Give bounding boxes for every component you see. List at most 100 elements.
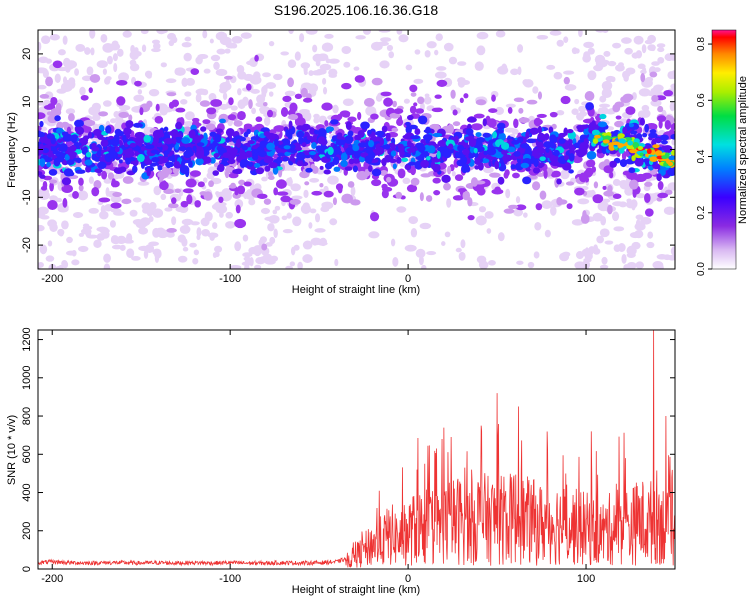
spectrogram-band-cell xyxy=(468,154,475,159)
spectrogram-background-cell xyxy=(299,108,310,114)
spectrogram-background-cell xyxy=(286,212,292,219)
spectrogram-background-cell xyxy=(444,231,451,238)
spectrogram-cell xyxy=(350,199,361,206)
spectrogram-background-cell xyxy=(148,88,160,97)
spectrogram-band-cell xyxy=(263,131,271,137)
spectrogram-band-cell xyxy=(38,171,43,176)
spectrogram-band-cell xyxy=(151,156,160,163)
spectrogram-background-cell xyxy=(311,70,324,76)
spectrogram-cell xyxy=(593,181,599,189)
spectrogram-cell xyxy=(664,119,671,130)
spectrogram-background-cell xyxy=(81,75,93,82)
spectrogram-band-cell xyxy=(75,126,85,136)
spectrogram-background-cell xyxy=(605,109,616,115)
spectrogram-cell xyxy=(467,197,473,207)
spectrogram-background-cell xyxy=(651,61,660,66)
spectrogram-cell xyxy=(159,180,169,191)
spectrogram-background-cell xyxy=(405,64,413,71)
spectrogram-y-tick-label: 0 xyxy=(21,146,33,152)
spectrogram-cell xyxy=(276,191,289,196)
spectrogram-band-cell xyxy=(157,165,163,171)
spectrogram-background-cell xyxy=(656,43,666,48)
spectrogram-background-cell xyxy=(638,88,651,97)
spectrogram-background-cell xyxy=(515,196,521,204)
spectrogram-band-cell xyxy=(50,137,56,145)
spectrogram-background-cell xyxy=(571,219,584,226)
spectrogram-band-cell xyxy=(401,157,409,162)
spectrogram-background-cell xyxy=(77,190,89,201)
spectrogram-band-cell xyxy=(313,155,321,162)
spectrogram-cell xyxy=(154,116,164,124)
spectrogram-cell xyxy=(396,118,404,126)
spectrogram-band-cell xyxy=(539,156,546,162)
spectrogram-band-cell xyxy=(496,122,506,130)
spectrogram-cell xyxy=(275,179,287,189)
spectrogram-background-cell xyxy=(190,221,200,226)
spectrogram-band-cell xyxy=(457,144,464,152)
spectrogram-band-cell xyxy=(427,141,437,147)
spectrogram-band-cell xyxy=(199,134,204,140)
spectrogram-background-cell xyxy=(327,175,339,185)
spectrogram-cell xyxy=(512,172,520,179)
snr-x-tick-label: 0 xyxy=(405,573,411,585)
spectrogram-background-cell xyxy=(38,67,48,74)
spectrogram-band-cell xyxy=(414,128,421,136)
spectrogram-background-cell xyxy=(184,36,192,42)
spectrogram-background-cell xyxy=(308,222,313,229)
spectrogram-band-cell xyxy=(263,156,274,164)
spectrogram-cell xyxy=(255,116,263,123)
spectrogram-band-cell xyxy=(330,119,339,125)
spectrogram-background-cell xyxy=(182,246,189,252)
colorbar-gradient xyxy=(711,29,737,270)
spectrogram-background-cell xyxy=(62,261,69,269)
spectrogram-background-cell xyxy=(105,187,110,197)
spectrogram-background-cell xyxy=(670,83,675,90)
spectrogram-band-cell xyxy=(122,134,127,143)
spectrogram-band-cell xyxy=(259,140,269,148)
spectrogram-background-cell xyxy=(56,88,67,94)
spectrogram-cell xyxy=(236,185,246,195)
spectrogram-band-cell xyxy=(636,133,643,140)
snr-y-tick-label: 400 xyxy=(21,483,33,501)
spectrogram-band-cell xyxy=(54,115,61,122)
spectrogram-background-cell xyxy=(635,261,644,269)
spectrogram-background-cell xyxy=(309,208,317,214)
spectrogram-band-cell xyxy=(245,150,253,158)
spectrogram-band-cell xyxy=(271,134,276,139)
spectrogram-band-cell xyxy=(501,149,507,155)
spectrogram-band-cell xyxy=(454,135,459,145)
spectrogram-cell xyxy=(302,97,313,103)
spectrogram-background-cell xyxy=(583,41,595,48)
spectrogram-background-cell xyxy=(72,211,84,219)
spectrogram-background-cell xyxy=(268,215,280,224)
spectrogram-background-cell xyxy=(110,235,119,244)
spectrogram-background-cell xyxy=(578,105,587,113)
spectrogram-cell xyxy=(463,93,469,99)
spectrogram-background-cell xyxy=(89,30,96,39)
spectrogram-band-cell xyxy=(661,140,668,145)
spectrogram-cell xyxy=(89,74,101,83)
spectrogram-band-cell xyxy=(222,152,231,159)
spectrogram-background-cell xyxy=(505,188,511,199)
spectrogram-cell xyxy=(549,111,558,118)
spectrogram-band-cell xyxy=(296,151,306,161)
spectrogram-background-cell xyxy=(138,245,150,252)
snr-y-axis: 0 200 400 600 800 1000 1200 xyxy=(21,327,675,572)
spectrogram-band-cell xyxy=(274,138,279,147)
spectrogram-background-cell xyxy=(599,264,609,269)
spectrogram-background-cell xyxy=(604,240,614,245)
spectrogram-background-cell xyxy=(426,41,437,49)
spectrogram-peak-cell xyxy=(661,155,669,160)
spectrogram-band-cell xyxy=(520,143,530,149)
spectrogram-cell xyxy=(607,204,613,215)
spectrogram-cell xyxy=(537,91,543,100)
spectrogram-background-cell xyxy=(368,231,380,239)
spectrogram-cell xyxy=(168,203,179,209)
spectrogram-background-cell xyxy=(45,255,55,262)
spectrogram-background-cell xyxy=(240,32,252,39)
spectrogram-cell xyxy=(206,107,217,115)
spectrogram-band-cell xyxy=(478,152,483,160)
spectrogram-cell xyxy=(584,91,595,101)
spectrogram-background-cell xyxy=(612,201,624,207)
spectrogram-band-cell xyxy=(498,132,506,141)
